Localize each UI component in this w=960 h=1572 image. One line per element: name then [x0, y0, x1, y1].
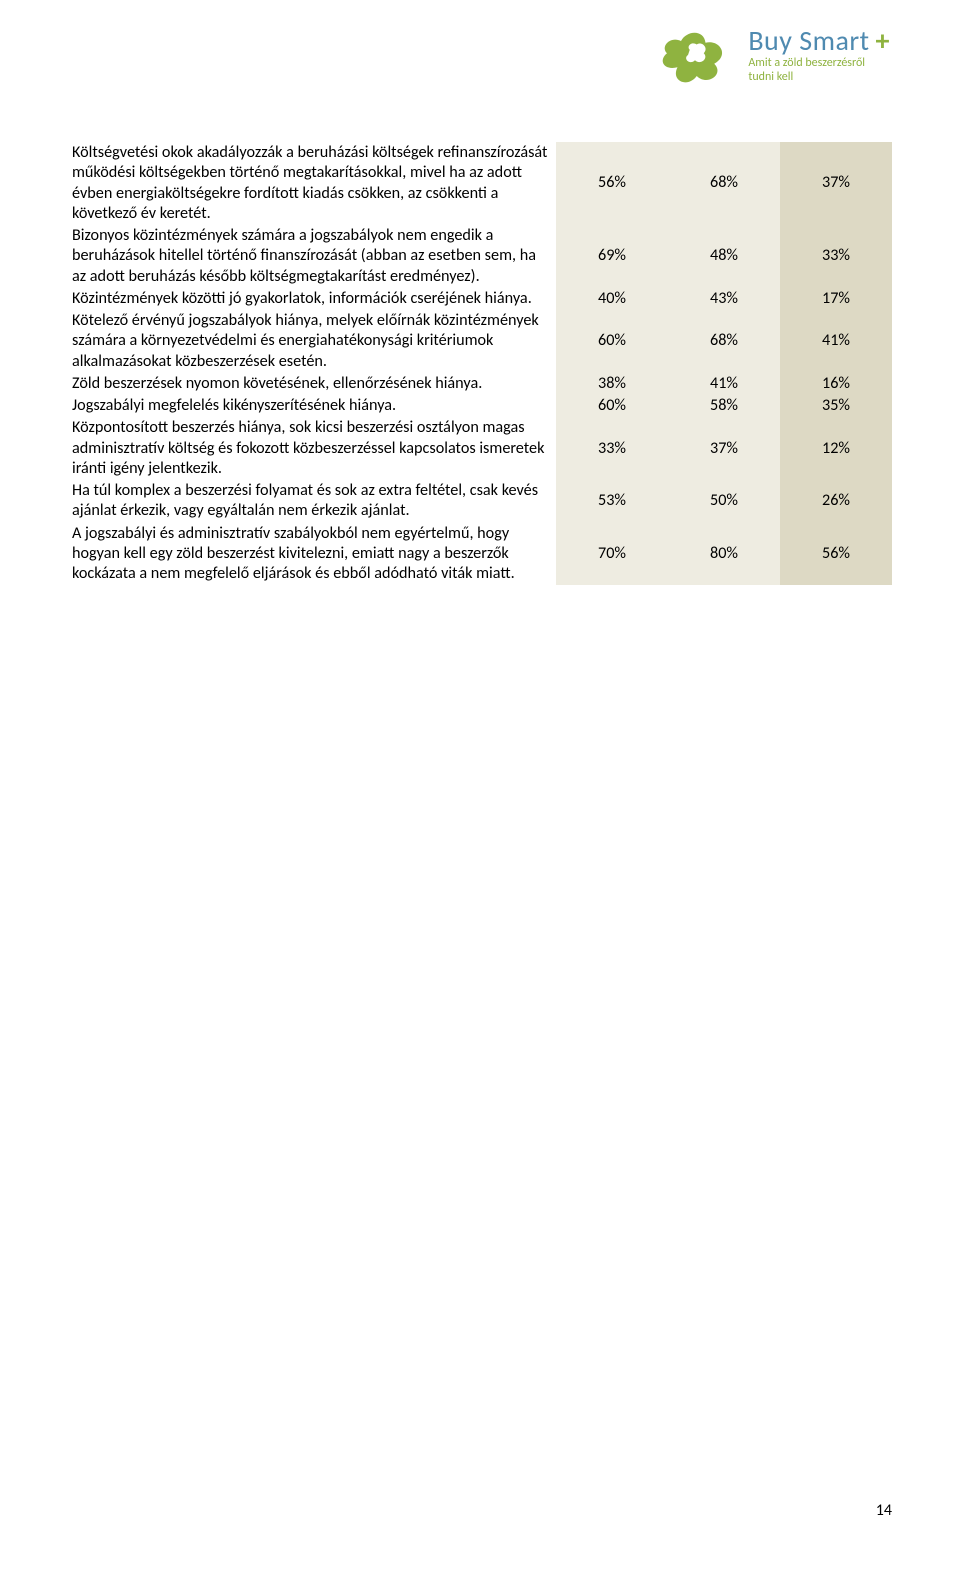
brand-name: Buy Smart+ [748, 26, 890, 55]
row-value-3: 41% [780, 310, 892, 373]
row-value-1: 70% [556, 523, 668, 586]
row-value-3: 37% [780, 142, 892, 225]
row-value-3: 16% [780, 373, 892, 395]
row-value-1: 53% [556, 480, 668, 523]
brand-logo-icon [650, 20, 740, 90]
row-value-2: 50% [668, 480, 780, 523]
row-label: Kötelező érvényű jogszabályok hiánya, me… [68, 310, 556, 373]
page-header: Buy Smart+ Amit a zöld beszerzésről tudn… [650, 20, 890, 90]
row-value-3: 17% [780, 288, 892, 310]
table-row: A jogszabályi és adminisztratív szabályo… [68, 523, 892, 586]
page-number: 14 [876, 1501, 892, 1520]
row-value-1: 56% [556, 142, 668, 225]
row-label: A jogszabályi és adminisztratív szabályo… [68, 523, 556, 586]
row-value-1: 40% [556, 288, 668, 310]
row-value-2: 41% [668, 373, 780, 395]
row-value-2: 68% [668, 142, 780, 225]
row-value-2: 37% [668, 417, 780, 480]
brand-text-block: Buy Smart+ Amit a zöld beszerzésről tudn… [748, 26, 890, 85]
row-value-3: 56% [780, 523, 892, 586]
row-label: Ha túl komplex a beszerzési folyamat és … [68, 480, 556, 523]
row-value-3: 35% [780, 395, 892, 417]
row-value-3: 12% [780, 417, 892, 480]
table-row: Jogszabályi megfelelés kikényszerítéséne… [68, 395, 892, 417]
table-row: Bizonyos közintézmények számára a jogsza… [68, 225, 892, 288]
row-value-3: 26% [780, 480, 892, 523]
row-value-2: 68% [668, 310, 780, 373]
row-label: Bizonyos közintézmények számára a jogsza… [68, 225, 556, 288]
row-value-2: 80% [668, 523, 780, 586]
brand-tagline-line2: tudni kell [748, 70, 793, 84]
table-row: Költségvetési okok akadályozzák a beruhá… [68, 142, 892, 225]
table-row: Központosított beszerzés hiánya, sok kic… [68, 417, 892, 480]
table-body: Költségvetési okok akadályozzák a beruhá… [68, 142, 892, 585]
brand-tagline: Amit a zöld beszerzésről tudni kell [748, 57, 890, 85]
row-label: Jogszabályi megfelelés kikényszerítéséne… [68, 395, 556, 417]
row-label: Költségvetési okok akadályozzák a beruhá… [68, 142, 556, 225]
row-value-1: 60% [556, 395, 668, 417]
row-label: Közintézmények közötti jó gyakorlatok, i… [68, 288, 556, 310]
table-row: Ha túl komplex a beszerzési folyamat és … [68, 480, 892, 523]
row-value-2: 48% [668, 225, 780, 288]
brand-name-text: Buy Smart [748, 23, 869, 58]
row-value-1: 38% [556, 373, 668, 395]
table-row: Közintézmények közötti jó gyakorlatok, i… [68, 288, 892, 310]
row-value-1: 69% [556, 225, 668, 288]
table-row: Kötelező érvényű jogszabályok hiánya, me… [68, 310, 892, 373]
row-value-2: 58% [668, 395, 780, 417]
row-value-1: 33% [556, 417, 668, 480]
content-area: Költségvetési okok akadályozzák a beruhá… [68, 142, 892, 585]
data-table: Költségvetési okok akadályozzák a beruhá… [68, 142, 892, 585]
row-value-3: 33% [780, 225, 892, 288]
brand-tagline-line1: Amit a zöld beszerzésről [748, 56, 865, 70]
row-label: Zöld beszerzések nyomon követésének, ell… [68, 373, 556, 395]
table-row: Zöld beszerzések nyomon követésének, ell… [68, 373, 892, 395]
row-value-2: 43% [668, 288, 780, 310]
row-value-1: 60% [556, 310, 668, 373]
brand-plus: + [876, 23, 890, 58]
row-label: Központosított beszerzés hiánya, sok kic… [68, 417, 556, 480]
